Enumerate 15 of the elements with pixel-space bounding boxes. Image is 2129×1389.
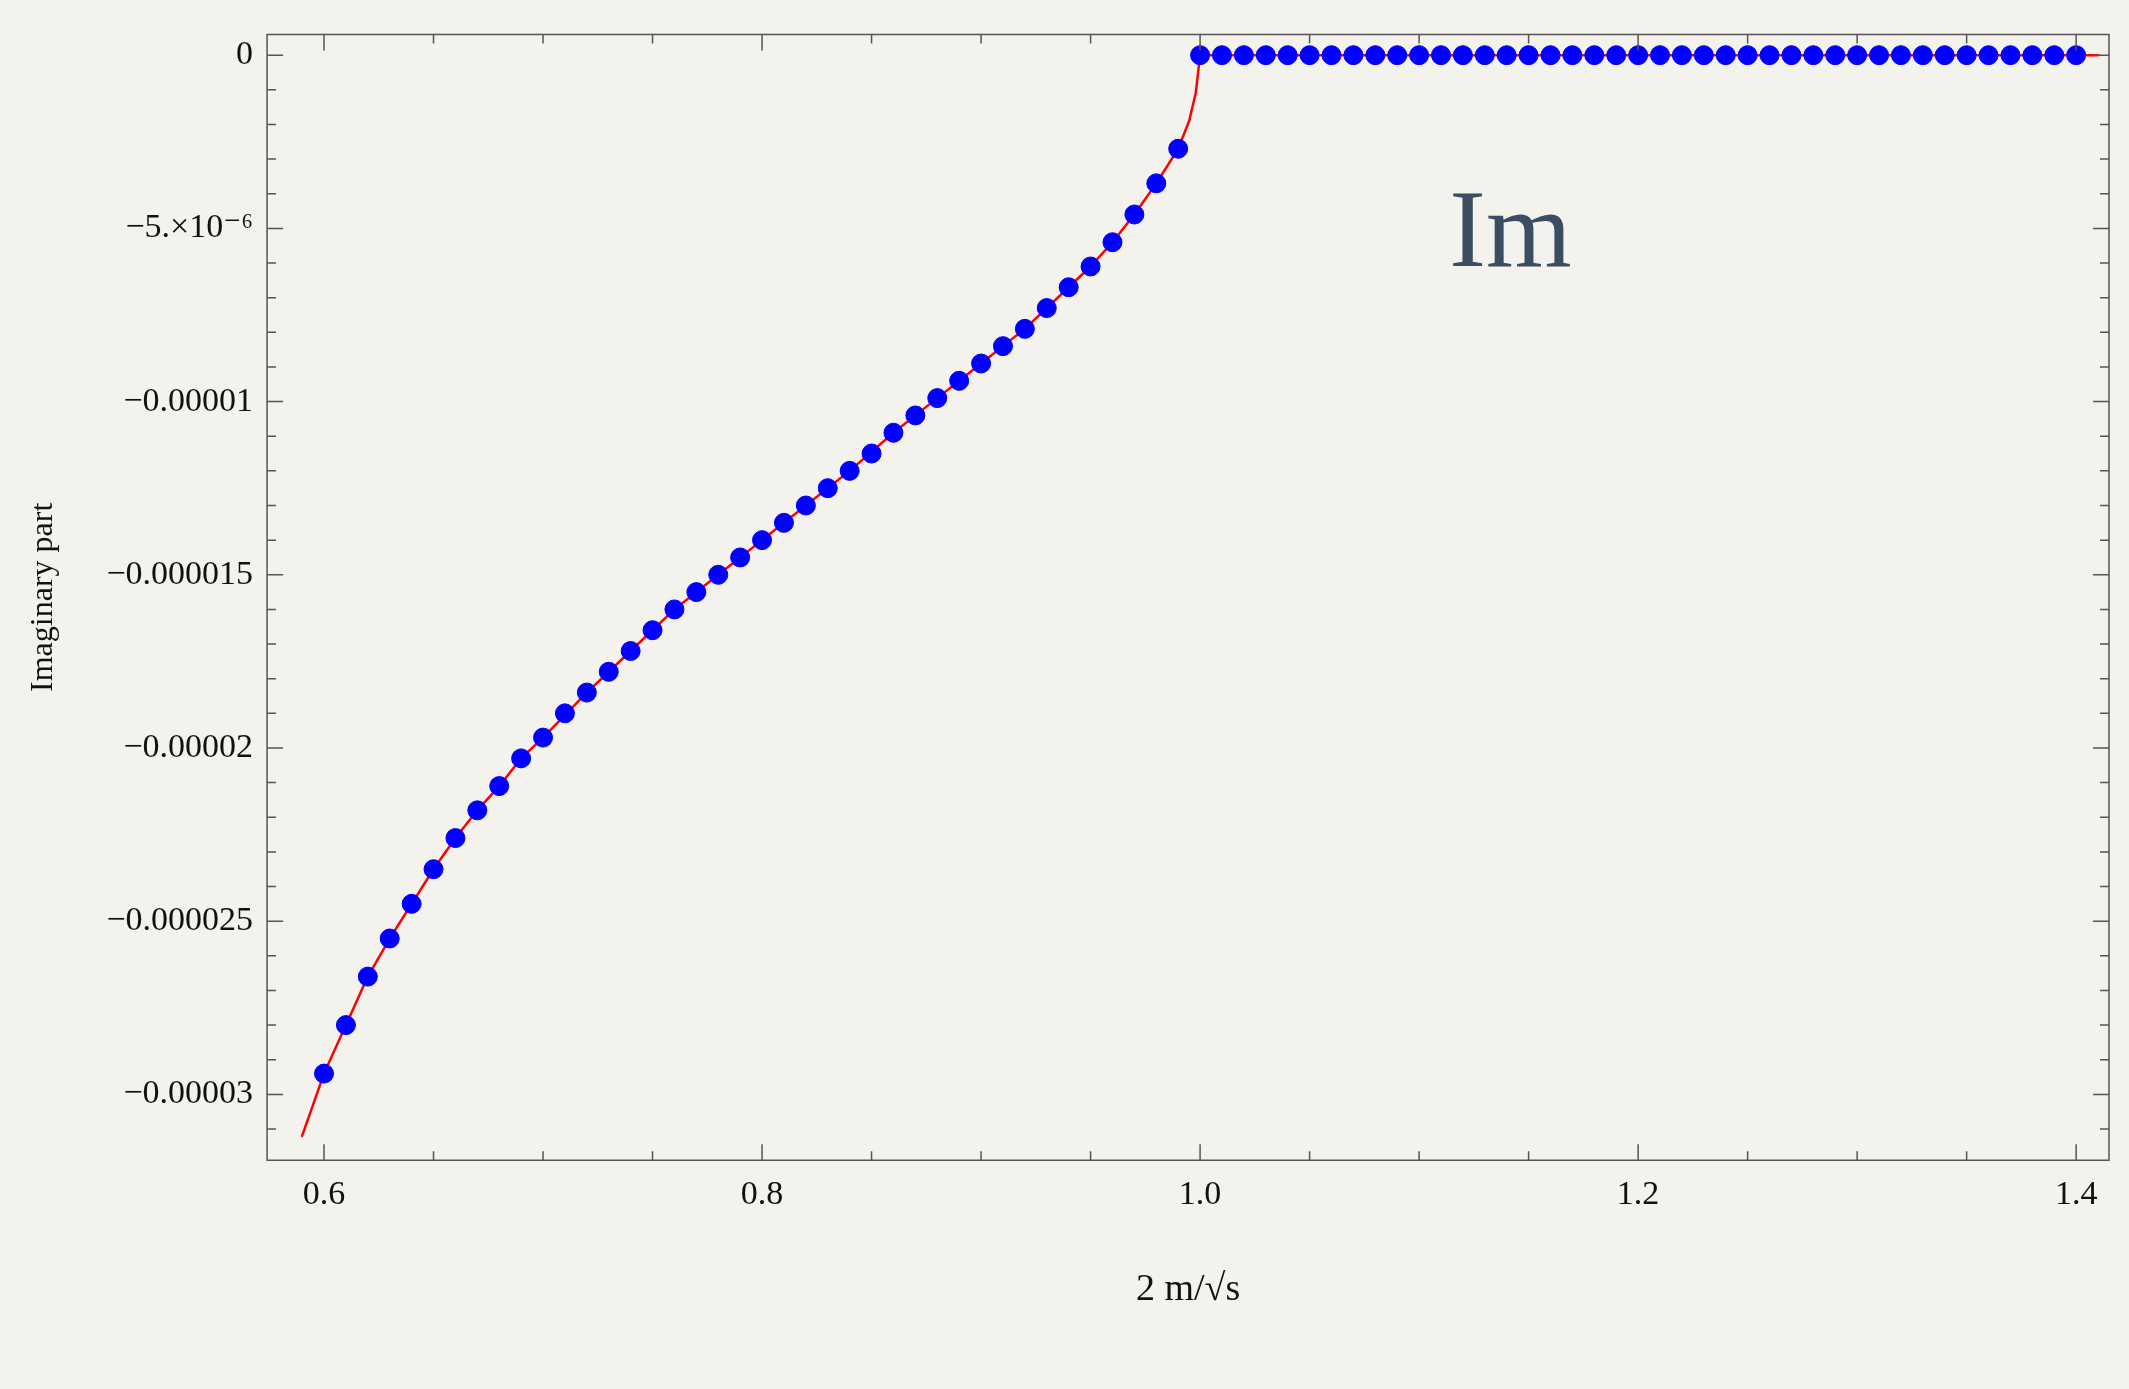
y-tick-label: −0.00001	[123, 380, 254, 418]
x-tick-label: 0.6	[302, 1173, 346, 1211]
x-axis-title: 2 m/√s	[1135, 1266, 1241, 1309]
y-axis-title: Imaginary part	[22, 502, 59, 692]
x-tick-label: 1.4	[2054, 1173, 2098, 1211]
x-tick-label: 1.0	[1178, 1173, 1222, 1211]
y-tick-label: −5.×10⁻⁶	[125, 207, 254, 245]
x-tick-label: 1.2	[1616, 1173, 1660, 1211]
y-tick-label: −0.00003	[123, 1073, 254, 1111]
y-tick-label: −0.00002	[123, 726, 254, 764]
y-tick-label: −0.000025	[106, 900, 254, 938]
y-tick-label: −0.000015	[106, 553, 254, 591]
x-tick-label: 0.8	[740, 1173, 784, 1211]
y-tick-label: 0	[236, 34, 254, 72]
annotation: Im	[1449, 167, 1572, 290]
